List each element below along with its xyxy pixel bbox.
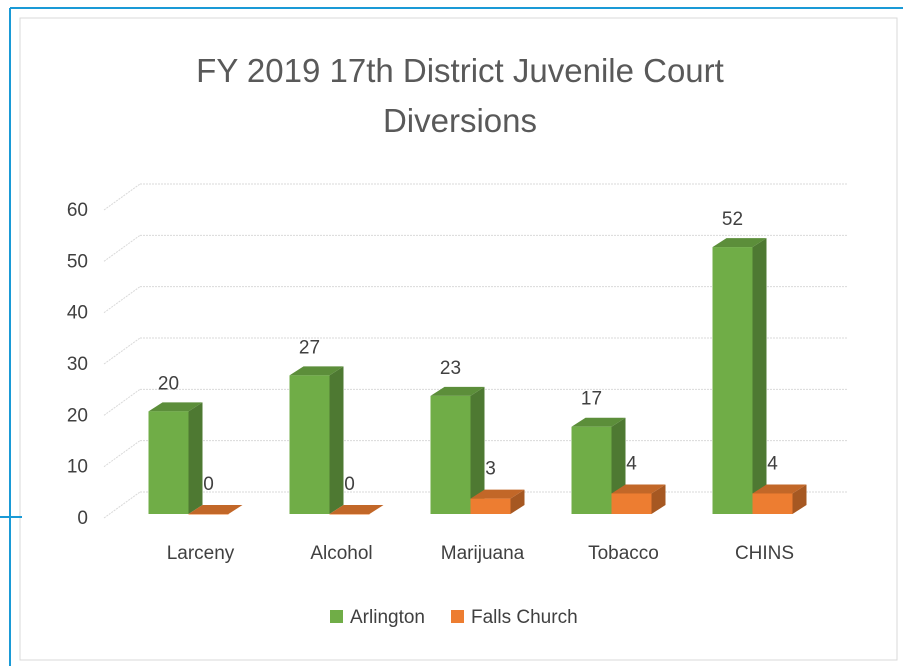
- data-label: 17: [581, 389, 602, 410]
- grid-side: [103, 286, 141, 314]
- y-tick-label: 10: [67, 457, 88, 478]
- bar-top: [148, 402, 203, 412]
- x-tick-label: Marijuana: [441, 543, 525, 564]
- bar-top: [571, 417, 626, 427]
- bar-side: [651, 484, 666, 514]
- bar: [148, 411, 189, 514]
- x-tick-label: Tobacco: [588, 543, 659, 564]
- bar-side: [752, 238, 767, 515]
- grid-side: [103, 337, 141, 365]
- bar: [289, 375, 330, 514]
- legend-swatch: [330, 610, 343, 623]
- bar: [712, 247, 753, 515]
- y-tick-label: 40: [67, 303, 88, 324]
- legend-swatch: [451, 610, 464, 623]
- x-tick-label: Alcohol: [310, 543, 372, 564]
- x-tick-label: CHINS: [735, 543, 794, 564]
- legend-label: Arlington: [350, 607, 425, 628]
- x-tick-label: Larceny: [167, 543, 235, 564]
- bar-top: [289, 366, 344, 376]
- grid-side: [103, 234, 141, 262]
- data-label: 3: [485, 459, 496, 480]
- bar: [611, 493, 652, 514]
- bar-top: [329, 505, 384, 514]
- bar-top: [712, 238, 767, 248]
- grid-side: [103, 491, 141, 519]
- bar-top: [752, 484, 807, 494]
- y-tick-label: 0: [77, 508, 88, 529]
- bar: [329, 514, 370, 515]
- chart-frame: [19, 17, 898, 661]
- data-label: 52: [722, 209, 743, 230]
- y-tick-label: 20: [67, 405, 88, 426]
- data-label: 0: [344, 474, 355, 495]
- grid-side: [103, 388, 141, 416]
- bar: [188, 514, 229, 515]
- data-label: 20: [158, 373, 179, 394]
- bar-side: [188, 402, 203, 514]
- bar-top: [611, 484, 666, 494]
- data-label: 4: [626, 453, 637, 474]
- bar: [752, 493, 793, 514]
- data-label: 4: [767, 453, 778, 474]
- chart-title: FY 2019 17th District Juvenile Court Div…: [196, 52, 724, 139]
- bar-side: [510, 489, 525, 514]
- grid-side: [103, 183, 141, 211]
- bar-side: [329, 366, 344, 514]
- bar: [430, 395, 471, 514]
- y-tick-label: 60: [67, 200, 88, 221]
- bar: [571, 426, 612, 514]
- data-label: 23: [440, 358, 461, 379]
- bar-top: [470, 489, 525, 499]
- data-label: 27: [299, 337, 320, 358]
- data-label: 0: [203, 474, 214, 495]
- bar: [470, 498, 511, 514]
- legend-label: Falls Church: [471, 607, 578, 628]
- bar-side: [470, 386, 485, 514]
- bar-top: [430, 386, 485, 396]
- y-tick-label: 50: [67, 251, 88, 272]
- y-tick-label: 30: [67, 354, 88, 375]
- bar-top: [188, 505, 243, 514]
- bar-side: [792, 484, 807, 514]
- grid-side: [103, 440, 141, 468]
